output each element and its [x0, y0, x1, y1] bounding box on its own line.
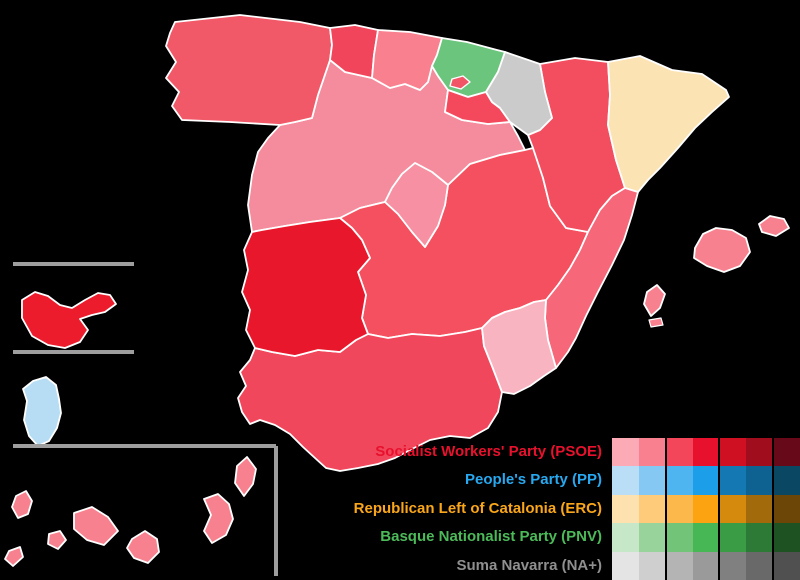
region-melilla [22, 376, 62, 447]
region-valencia [544, 187, 639, 369]
region-murcia [481, 299, 557, 395]
legend-label-naplus: Suma Navarra (NA+) [456, 556, 602, 574]
island-gran-canaria [126, 530, 160, 564]
legend-swatch-row-erc [612, 494, 800, 524]
island-la-gomera [47, 530, 67, 550]
legend-swatch [638, 523, 666, 552]
island-formentera [648, 317, 664, 328]
legend-swatch-separator [772, 438, 775, 580]
legend-swatch [638, 438, 666, 467]
legend-swatch [692, 438, 720, 467]
legend-swatch [692, 551, 720, 580]
region-andalusia [237, 327, 503, 472]
legend-swatch [773, 466, 800, 495]
island-tenerife [73, 506, 119, 546]
legend-swatch [665, 551, 693, 580]
island-la-palma [11, 490, 33, 519]
legend-swatch [719, 523, 747, 552]
legend-label-psoe: Socialist Workers' Party (PSOE) [375, 443, 602, 460]
legend-swatch-row-pp [612, 466, 800, 495]
island-menorca [758, 215, 790, 237]
inset-divider-lines [13, 262, 278, 576]
legend-swatch-row-naplus [612, 551, 800, 580]
legend-swatch [612, 523, 639, 552]
region-galicia [165, 14, 333, 126]
legend-swatch [719, 551, 747, 580]
legend-swatch-row-pnv [612, 523, 800, 552]
legend-swatch [692, 494, 720, 524]
legend-swatch [746, 551, 774, 580]
legend-swatch [746, 438, 774, 467]
legend-swatch [612, 466, 639, 495]
legend-swatch-row-psoe [612, 438, 800, 467]
legend-swatch [612, 494, 639, 524]
legend-swatch [773, 523, 800, 552]
legend-swatch [692, 523, 720, 552]
legend-swatch [665, 438, 693, 467]
legend-swatch-separator [664, 438, 667, 580]
legend-swatch [665, 466, 693, 495]
region-ceuta [21, 291, 117, 349]
legend-swatch [773, 551, 800, 580]
legend-swatch [773, 494, 800, 524]
legend-swatch [719, 494, 747, 524]
island-fuerteventura [203, 493, 234, 544]
region-madrid [384, 162, 449, 248]
legend-swatch [692, 466, 720, 495]
legend-swatch [746, 466, 774, 495]
region-navarre [485, 51, 553, 136]
region-extremadura [241, 217, 371, 357]
region-cantabria [371, 29, 443, 91]
legend-swatch [773, 438, 800, 467]
region-catalonia [607, 55, 730, 193]
legend-label-erc: Republican Left of Catalonia (ERC) [353, 499, 602, 517]
legend-label-pnv: Basque Nationalist Party (PNV) [380, 528, 602, 546]
island-lanzarote [234, 456, 257, 497]
legend-swatch [612, 551, 639, 580]
legend-swatch [638, 551, 666, 580]
island-el-hierro [4, 546, 24, 567]
legend-swatch [746, 523, 774, 552]
region-trevino-enclave [449, 75, 471, 90]
island-mallorca [693, 227, 751, 273]
legend-swatch [746, 494, 774, 524]
legend-swatch-separator [718, 438, 721, 580]
legend-labels: Socialist Workers' Party (PSOE) People's … [0, 438, 602, 580]
legend-swatch [665, 523, 693, 552]
legend-swatch [719, 466, 747, 495]
legend-swatch [665, 494, 693, 524]
legend-label-pp: People's Party (PP) [465, 471, 602, 489]
legend-swatch [638, 466, 666, 495]
legend-swatch [612, 438, 639, 467]
legend-swatch [638, 494, 666, 524]
legend-swatch [719, 438, 747, 467]
legend-swatch-grid [612, 438, 800, 580]
island-ibiza [643, 284, 666, 317]
